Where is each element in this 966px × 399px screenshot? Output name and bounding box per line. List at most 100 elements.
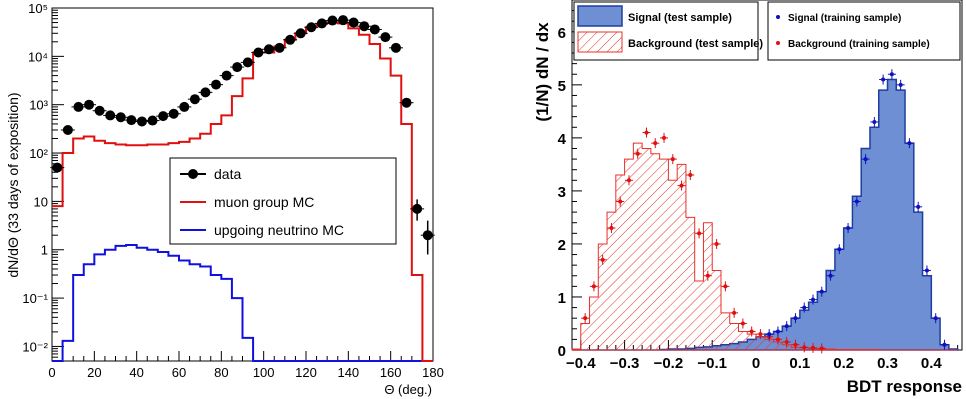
data-point	[136, 116, 147, 127]
right-points-signal	[765, 69, 949, 350]
data-point	[348, 17, 359, 28]
background-train-point	[740, 321, 745, 326]
signal-train-point	[784, 324, 789, 329]
right-x-tick-label: 0.4	[921, 355, 943, 372]
background-train-point	[811, 345, 816, 350]
left-x-tick-label: 60	[172, 365, 186, 380]
background-train-point	[802, 345, 807, 350]
left-x-tick-label: 180	[422, 365, 444, 380]
data-point	[211, 79, 222, 90]
background-train-point	[670, 157, 675, 162]
signal-train-point	[933, 316, 938, 321]
legend-nu-label: upgoing neutrino MC	[214, 222, 344, 238]
background-train-point	[793, 342, 798, 347]
right-x-tick-label: −0.1	[697, 355, 727, 372]
data-point	[338, 15, 349, 26]
background-train-point	[819, 346, 824, 351]
data-point	[84, 99, 95, 110]
mu-mc-line	[52, 21, 433, 362]
right-x-tick-label: 0.1	[789, 355, 810, 372]
right-y-ticks: 0 1 2 3 4 5 6	[558, 10, 582, 360]
signal-train-point	[793, 316, 798, 321]
right-y-tick-label: 4	[558, 131, 567, 148]
data-point	[422, 230, 433, 241]
background-train-point	[600, 257, 605, 262]
data-point	[158, 111, 169, 122]
right-x-tick-label: 0	[752, 355, 760, 372]
data-point	[390, 42, 401, 53]
data-point	[179, 101, 190, 112]
legend-background-train-label: Background (training sample)	[788, 39, 930, 50]
right-legend: Signal (test sample) Background (test sa…	[573, 1, 961, 61]
background-train-point	[749, 329, 754, 334]
data-point	[253, 47, 264, 58]
background-train-point	[591, 284, 596, 289]
legend-signal-train-label: Signal (training sample)	[788, 13, 901, 24]
signal-train-point	[881, 77, 886, 82]
data-point	[274, 42, 285, 53]
left-x-tick-label: 40	[129, 365, 143, 380]
background-train-point	[679, 183, 684, 188]
signal-train-point	[828, 273, 833, 278]
background-train-point	[775, 337, 780, 342]
right-series-background	[571, 142, 958, 351]
data-point	[316, 18, 327, 29]
data-point	[295, 28, 306, 39]
background-train-point	[609, 226, 614, 231]
left-y-tick-label: 1	[41, 243, 48, 258]
legend-data-marker	[188, 169, 198, 179]
signal-train-point	[802, 305, 807, 310]
background-train-point	[644, 130, 649, 135]
signal-train-point	[767, 332, 772, 337]
right-x-tick-label: 0.3	[877, 355, 898, 372]
data-point	[221, 70, 232, 81]
data-point	[327, 15, 338, 26]
signal-train-point	[854, 199, 859, 204]
legend-background-test-label: Background (test sample)	[628, 38, 763, 50]
left-x-tick-label: 120	[295, 365, 317, 380]
right-chart: 0 1 2 3 4 5 6 −0.4 −0.3 −0.2 −0.1 0 0.1 0.2 0.3 0.4 (1…	[533, 0, 963, 396]
signal-train-point	[846, 226, 851, 231]
data-point	[412, 203, 423, 214]
legend-signal-test-label: Signal (test sample)	[628, 12, 732, 24]
signal-train-point	[837, 247, 842, 252]
left-y-tick-label: 10⁵	[28, 1, 48, 16]
right-x-tick-label: 0.2	[833, 355, 854, 372]
nu-mc-line	[52, 244, 433, 362]
left-y-tick-label: 10³	[29, 98, 48, 113]
right-legend-box-2	[767, 1, 961, 61]
right-y-tick-label: 1	[558, 290, 566, 307]
left-y-tick-label: 10²	[29, 146, 48, 161]
signal-train-point	[916, 204, 921, 209]
left-x-tick-label: 0	[48, 365, 55, 380]
right-y-tick-label: 0	[558, 343, 566, 360]
left-x-ticks: 0 20 40 60 80 100 120 140 160 180	[48, 351, 444, 380]
data-point	[115, 112, 126, 123]
legend-background-test-swatch	[577, 31, 623, 53]
signal-train-point	[775, 329, 780, 334]
data-point	[263, 44, 274, 55]
data-point	[105, 110, 116, 121]
legend-signal-test-swatch	[577, 5, 623, 27]
background-train-point	[688, 173, 693, 177]
left-x-tick-label: 100	[253, 365, 275, 380]
left-y-ticks: 10⁻² 10⁻¹ 1 10 10² 10³ 10⁴ 10⁵	[22, 1, 64, 362]
left-legend-box	[169, 157, 397, 245]
left-x-tick-label: 160	[380, 365, 402, 380]
data-point	[126, 115, 137, 126]
background-train-point	[714, 241, 719, 246]
right-y-axis-label: (1/N) dN / dx	[533, 22, 552, 122]
background-train-point	[732, 310, 737, 315]
data-point	[401, 97, 412, 108]
legend-mu-label: muon group MC	[214, 194, 314, 210]
data-point	[369, 24, 380, 35]
background-train-point	[635, 151, 640, 156]
left-y-tick-label: 10	[34, 194, 48, 209]
signal-train-point	[863, 157, 868, 162]
background-train-point	[583, 316, 588, 321]
right-y-tick-label: 6	[558, 25, 566, 42]
data-point	[359, 21, 370, 32]
data-point	[73, 101, 84, 112]
signal-train-point	[898, 82, 903, 87]
left-series-nu	[52, 244, 433, 362]
